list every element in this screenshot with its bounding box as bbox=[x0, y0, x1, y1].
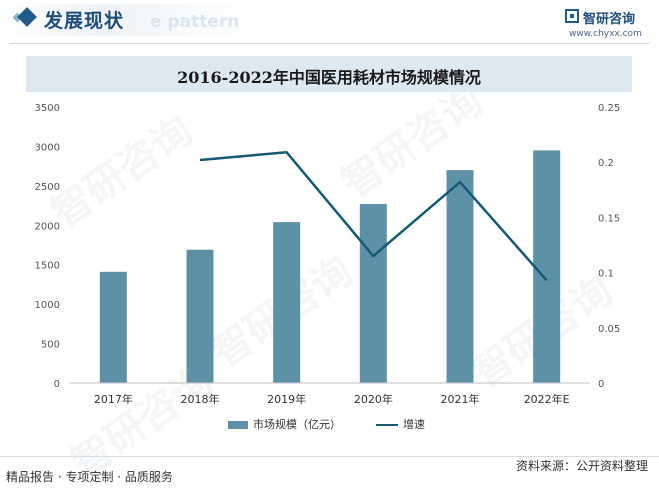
bar bbox=[186, 249, 214, 383]
legend: 市场规模（亿元） 增速 bbox=[0, 416, 659, 436]
x-tick-label: 2022年E bbox=[524, 392, 570, 406]
x-axis: 2017年 2018年 2019年 2020年 2021年 2022年E bbox=[94, 392, 570, 406]
legend-label-line: 增速 bbox=[403, 418, 425, 431]
growth-line bbox=[199, 151, 548, 282]
legend-swatch-line bbox=[376, 424, 398, 426]
y-right-tick-label: 0 bbox=[598, 379, 604, 390]
section-watermark: e pattern bbox=[150, 12, 240, 32]
y-left-tick-label: 2500 bbox=[35, 182, 60, 193]
x-tick-label: 2019年 bbox=[267, 392, 306, 406]
bar-series bbox=[99, 150, 561, 383]
footer: 精品报告 · 专项定制 · 品质服务 资料来源：公开资料整理 bbox=[0, 456, 659, 489]
footer-tagline: 精品报告 · 专项定制 · 品质服务 bbox=[6, 470, 173, 484]
y-axis-right: 0 0.05 0.1 0.15 0.2 0.25 bbox=[598, 103, 620, 390]
y-axis-left: 0 500 1000 1500 2000 2500 3000 3500 bbox=[35, 103, 60, 390]
y-left-tick-label: 1000 bbox=[35, 300, 60, 311]
header: e pattern 发展现状 智研咨询 www.chyxx.com bbox=[0, 0, 659, 44]
data-source: 资料来源：公开资料整理 bbox=[515, 459, 648, 473]
x-tick-label: 2020年 bbox=[354, 392, 393, 406]
legend-swatch-bar bbox=[228, 421, 248, 429]
header-divider bbox=[10, 43, 650, 44]
chart-title: 2016-2022年中国医用耗材市场规模情况 bbox=[177, 68, 481, 87]
bar bbox=[359, 203, 387, 383]
legend-item-bar: 市场规模（亿元） bbox=[228, 416, 341, 432]
logo-name: 智研咨询 bbox=[583, 12, 636, 27]
section-title: 发展现状 bbox=[44, 10, 125, 32]
x-tick-label: 2017年 bbox=[94, 392, 133, 406]
y-left-tick-label: 3500 bbox=[35, 103, 60, 114]
line-series bbox=[199, 151, 548, 282]
y-left-tick-label: 1500 bbox=[35, 261, 60, 272]
y-left-tick-label: 500 bbox=[41, 340, 60, 351]
x-tick-label: 2018年 bbox=[181, 392, 220, 406]
bar bbox=[273, 222, 301, 383]
header-bar bbox=[0, 4, 250, 36]
y-right-tick-label: 0.1 bbox=[598, 269, 614, 280]
bar bbox=[533, 150, 561, 383]
bar bbox=[446, 170, 474, 383]
y-left-tick-label: 3000 bbox=[35, 142, 60, 153]
logo-url: www.chyxx.com bbox=[569, 29, 642, 39]
y-right-tick-label: 0.2 bbox=[598, 158, 614, 169]
bar bbox=[99, 271, 127, 383]
y-left-tick-label: 2000 bbox=[35, 221, 60, 232]
y-left-tick-label: 0 bbox=[54, 379, 60, 390]
y-right-tick-label: 0.25 bbox=[598, 103, 620, 114]
legend-label-bar: 市场规模（亿元） bbox=[253, 418, 341, 431]
y-right-tick-label: 0.05 bbox=[598, 324, 620, 335]
y-right-tick-label: 0.15 bbox=[598, 213, 620, 224]
chart-title-band: 2016-2022年中国医用耗材市场规模情况 bbox=[26, 56, 632, 92]
logo-icon bbox=[565, 9, 579, 23]
legend-item-line: 增速 bbox=[376, 416, 425, 432]
x-tick-label: 2021年 bbox=[441, 392, 480, 406]
